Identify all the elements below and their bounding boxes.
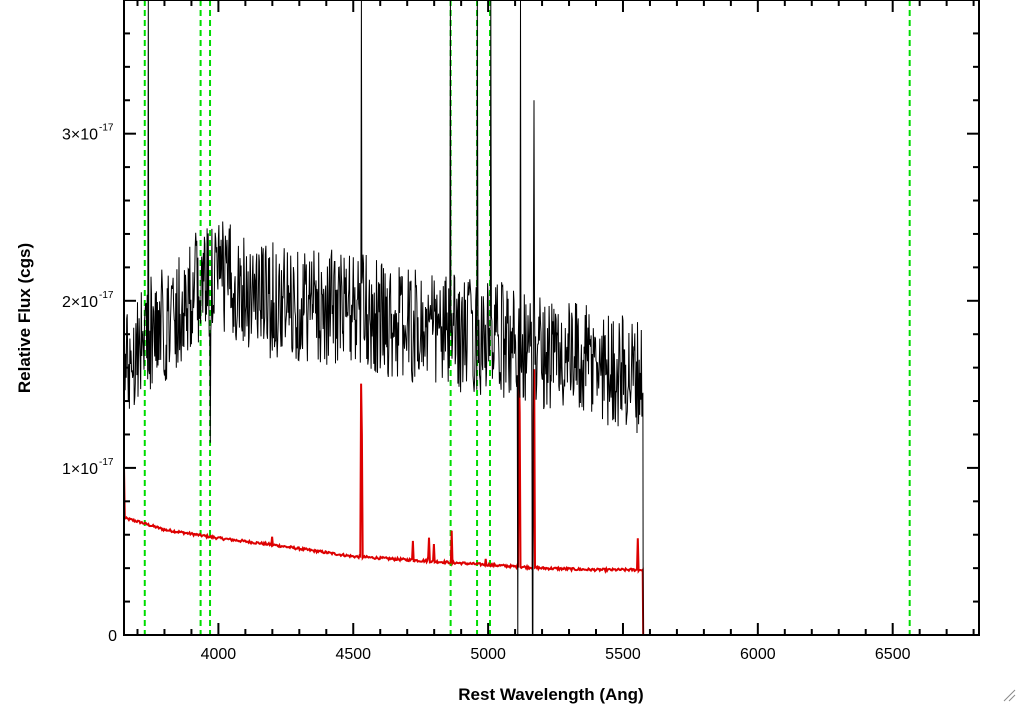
y-tick-label: 2×10 (62, 294, 98, 311)
y-tick-label: 3×10 (62, 127, 98, 144)
x-tick-label: 5000 (470, 646, 506, 663)
y-tick-label-exponent: -17 (99, 290, 114, 301)
error-spectrum-line (124, 357, 979, 635)
x-tick-label: 6500 (875, 646, 911, 663)
resize-grip-icon[interactable] (1002, 688, 1016, 702)
axis-ticks (124, 0, 979, 636)
y-axis-title: Relative Flux (cgs) (15, 243, 34, 393)
spectrum-series (124, 0, 979, 635)
x-axis-title: Rest Wavelength (Ang) (458, 685, 643, 704)
observed-spectrum-line (124, 0, 644, 635)
emission-line-markers (143, 0, 911, 635)
y-tick-label-exponent: -17 (99, 457, 114, 468)
y-tick-label: 1×10 (62, 461, 98, 478)
x-tick-label: 5500 (605, 646, 641, 663)
x-tick-label: 4500 (335, 646, 371, 663)
y-tick-label-exponent: -17 (99, 123, 114, 134)
x-tick-label: 6000 (740, 646, 776, 663)
y-tick-label: 0 (108, 628, 117, 645)
x-tick-label: 4000 (201, 646, 237, 663)
plot-frame (123, 0, 980, 636)
